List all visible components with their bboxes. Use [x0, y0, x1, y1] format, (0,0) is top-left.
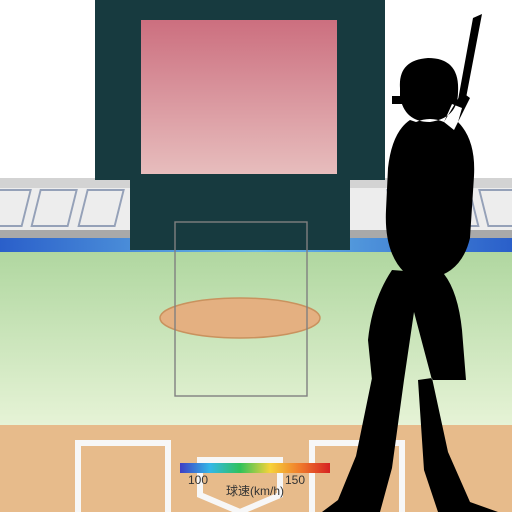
speed-legend-label: 球速(km/h)	[226, 484, 284, 498]
scoreboard-base	[130, 180, 350, 250]
speed-legend-tick: 100	[188, 473, 208, 487]
stands-panel	[32, 190, 77, 226]
speed-legend-tick: 150	[285, 473, 305, 487]
stands-panel	[79, 190, 124, 226]
speed-legend-bar	[180, 463, 330, 473]
scoreboard-screen	[141, 20, 337, 174]
pitchers-mound	[160, 298, 320, 338]
pitch-location-scene: 100 150 球速(km/h)	[0, 0, 512, 512]
